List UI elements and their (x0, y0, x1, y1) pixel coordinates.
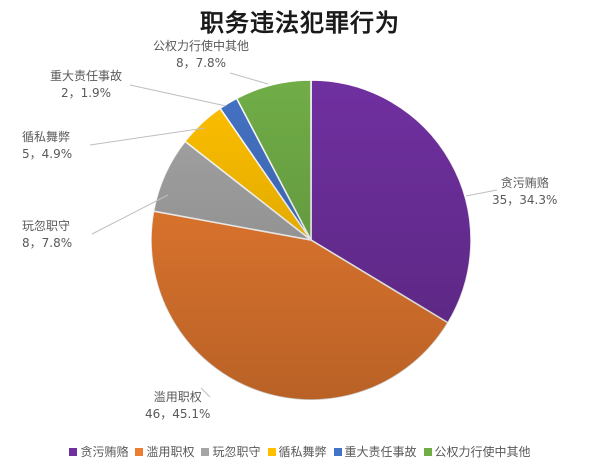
data-label-value: 8，7.8% (22, 236, 73, 250)
leader-lines (89, 72, 498, 398)
legend-swatch (135, 447, 144, 456)
legend: 贪污贿赂 滥用职权 玩忽职守 循私舞弊 重大责任事故 公权力行使中其他 (0, 443, 600, 460)
legend-item: 重大责任事故 (333, 443, 417, 460)
data-label-category: 公权力行使中其他 (153, 39, 250, 53)
data-label-major-accident: 重大责任事故 2，1.9% (50, 68, 122, 102)
legend-label: 贪污贿赂 (80, 445, 129, 459)
legend-item: 公权力行使中其他 (423, 443, 531, 460)
legend-swatch (69, 447, 78, 456)
data-label-value: 5，4.9% (22, 147, 73, 161)
data-label-value: 46，45.1% (145, 407, 211, 421)
legend-label: 公权力行使中其他 (434, 445, 531, 459)
data-label-value: 2，1.9% (60, 86, 112, 100)
legend-item: 玩忽职守 (201, 443, 261, 460)
data-label-category: 滥用职权 (153, 390, 202, 404)
legend-swatch (267, 447, 276, 456)
legend-item: 循私舞弊 (267, 443, 327, 460)
data-label-category: 贪污贿赂 (500, 176, 549, 190)
leader-line (465, 189, 498, 197)
leader-line (91, 194, 169, 235)
leader-line (200, 387, 211, 398)
data-label-corruption: 贪污贿赂 35，34.3% (492, 175, 557, 209)
legend-item: 贪污贿赂 (69, 443, 128, 460)
data-label-dereliction: 玩忽职守 8，7.8% (22, 218, 72, 252)
data-label-abuse-of-power: 滥用职权 46，45.1% (145, 389, 210, 423)
pie-slices (150, 79, 472, 401)
data-label-other-public-power: 公权力行使中其他 8，7.8% (153, 38, 249, 72)
legend-label: 滥用职权 (146, 445, 195, 459)
legend-swatch (333, 447, 342, 456)
legend-label: 重大责任事故 (344, 445, 417, 459)
leader-line (129, 84, 227, 107)
legend-label: 循私舞弊 (278, 445, 327, 459)
leader-line (89, 127, 206, 146)
chart-title: 职务违法犯罪行为 (200, 8, 400, 37)
data-label-category: 重大责任事故 (50, 69, 123, 83)
leader-line (229, 72, 269, 85)
legend-swatch (423, 447, 432, 456)
data-label-value: 8，7.8% (175, 56, 227, 70)
legend-item: 滥用职权 (135, 443, 194, 460)
data-label-favoritism: 循私舞弊 5，4.9% (22, 129, 72, 163)
data-label-category: 循私舞弊 (22, 130, 71, 144)
data-label-category: 玩忽职守 (22, 219, 71, 233)
legend-swatch (201, 447, 210, 456)
legend-label: 玩忽职守 (212, 445, 261, 459)
data-label-value: 35，34.3% (492, 193, 558, 207)
